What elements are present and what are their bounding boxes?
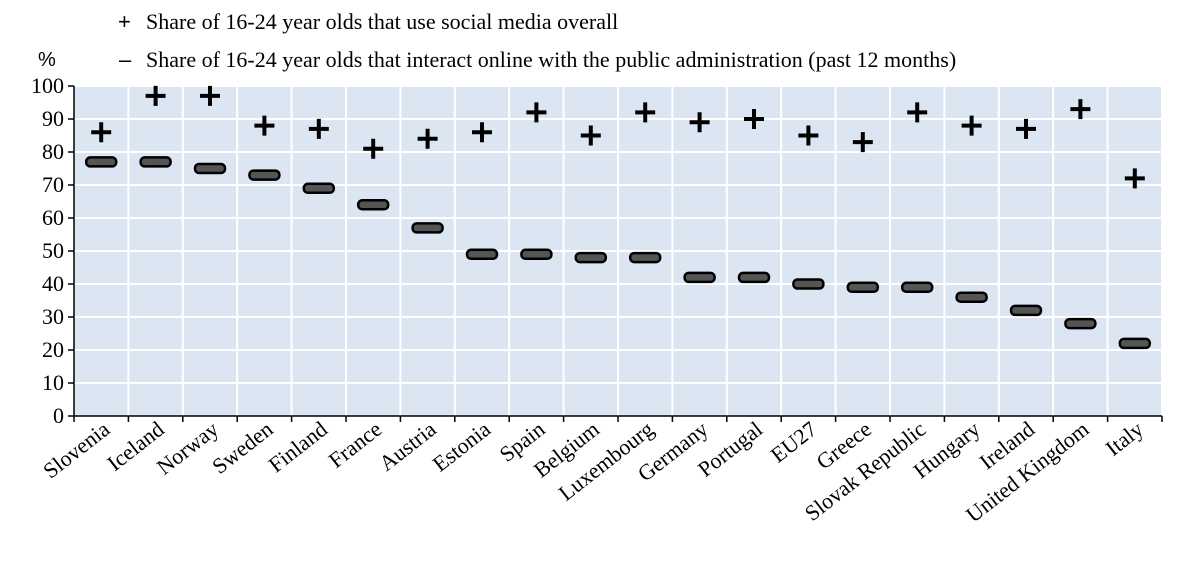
point-social-media: [91, 122, 112, 143]
point-social-media: [526, 102, 547, 123]
point-public-admin: [248, 169, 281, 181]
x-tick-label: Italy: [1101, 416, 1148, 461]
point-public-admin: [1009, 304, 1043, 317]
point-public-admin: [628, 251, 662, 264]
point-public-admin: [683, 271, 716, 284]
point-public-admin: [302, 182, 336, 195]
y-tick-label: 80: [42, 139, 64, 164]
x-tick-label: Norway: [152, 416, 223, 479]
x-tick-label: Austria: [374, 416, 441, 476]
point-social-media: [798, 125, 819, 146]
y-tick-label: 30: [42, 304, 64, 329]
point-public-admin: [900, 281, 934, 294]
point-public-admin: [411, 222, 444, 234]
point-public-admin: [1118, 337, 1152, 350]
point-public-admin: [193, 162, 227, 175]
legend: + Share of 16-24 year olds that use soci…: [118, 9, 956, 72]
point-public-admin: [955, 291, 988, 303]
point-social-media: [145, 85, 166, 106]
y-axis-unit: %: [38, 49, 56, 71]
y-tick-label: 60: [42, 205, 64, 230]
point-social-media: [254, 115, 275, 136]
y-tick-label: 50: [42, 238, 64, 263]
point-public-admin: [737, 271, 771, 284]
point-social-media: [1070, 99, 1091, 120]
point-social-media: [308, 118, 329, 139]
point-social-media: [1124, 168, 1145, 189]
point-social-media: [472, 122, 492, 143]
point-public-admin: [574, 251, 608, 264]
point-social-media: [1016, 118, 1036, 139]
point-public-admin: [846, 281, 880, 294]
x-tick-label: EU27: [766, 416, 822, 467]
legend-label-public-admin: Share of 16-24 year olds that interact o…: [146, 47, 956, 72]
legend-marker-public-admin: –: [119, 47, 132, 72]
point-public-admin: [465, 248, 499, 261]
point-social-media: [852, 132, 873, 153]
y-tick-label: 70: [42, 172, 64, 197]
point-social-media: [580, 125, 601, 146]
y-tick-label: 40: [42, 271, 64, 296]
point-public-admin: [356, 199, 390, 211]
x-tick-label: France: [324, 416, 387, 473]
point-social-media: [200, 85, 220, 106]
point-social-media: [417, 128, 438, 149]
y-tick-label: 10: [42, 370, 64, 395]
y-tick-label: 90: [42, 106, 64, 131]
point-public-admin: [1064, 317, 1097, 330]
point-social-media: [907, 102, 928, 123]
point-social-media: [363, 138, 384, 159]
point-public-admin: [84, 156, 118, 168]
x-tick-label: Sweden: [207, 416, 277, 479]
x-tick-label: Estonia: [428, 416, 496, 476]
point-social-media: [635, 102, 656, 123]
x-tick-label: Slovenia: [38, 416, 114, 483]
plot-area: 0102030405060708090100SloveniaIcelandNor…: [31, 73, 1163, 527]
point-public-admin: [792, 278, 825, 290]
point-social-media: [744, 109, 764, 129]
point-public-admin: [520, 248, 553, 261]
legend-label-social-media: Share of 16-24 year olds that use social…: [146, 9, 618, 34]
legend-marker-social-media: +: [118, 9, 131, 34]
point-social-media: [689, 112, 710, 133]
y-tick-label: 20: [42, 337, 64, 362]
y-tick-label: 0: [53, 403, 64, 428]
point-public-admin: [139, 156, 172, 168]
x-tick-label: Finland: [264, 416, 332, 477]
point-social-media: [961, 115, 982, 136]
y-tick-label: 100: [31, 73, 64, 98]
